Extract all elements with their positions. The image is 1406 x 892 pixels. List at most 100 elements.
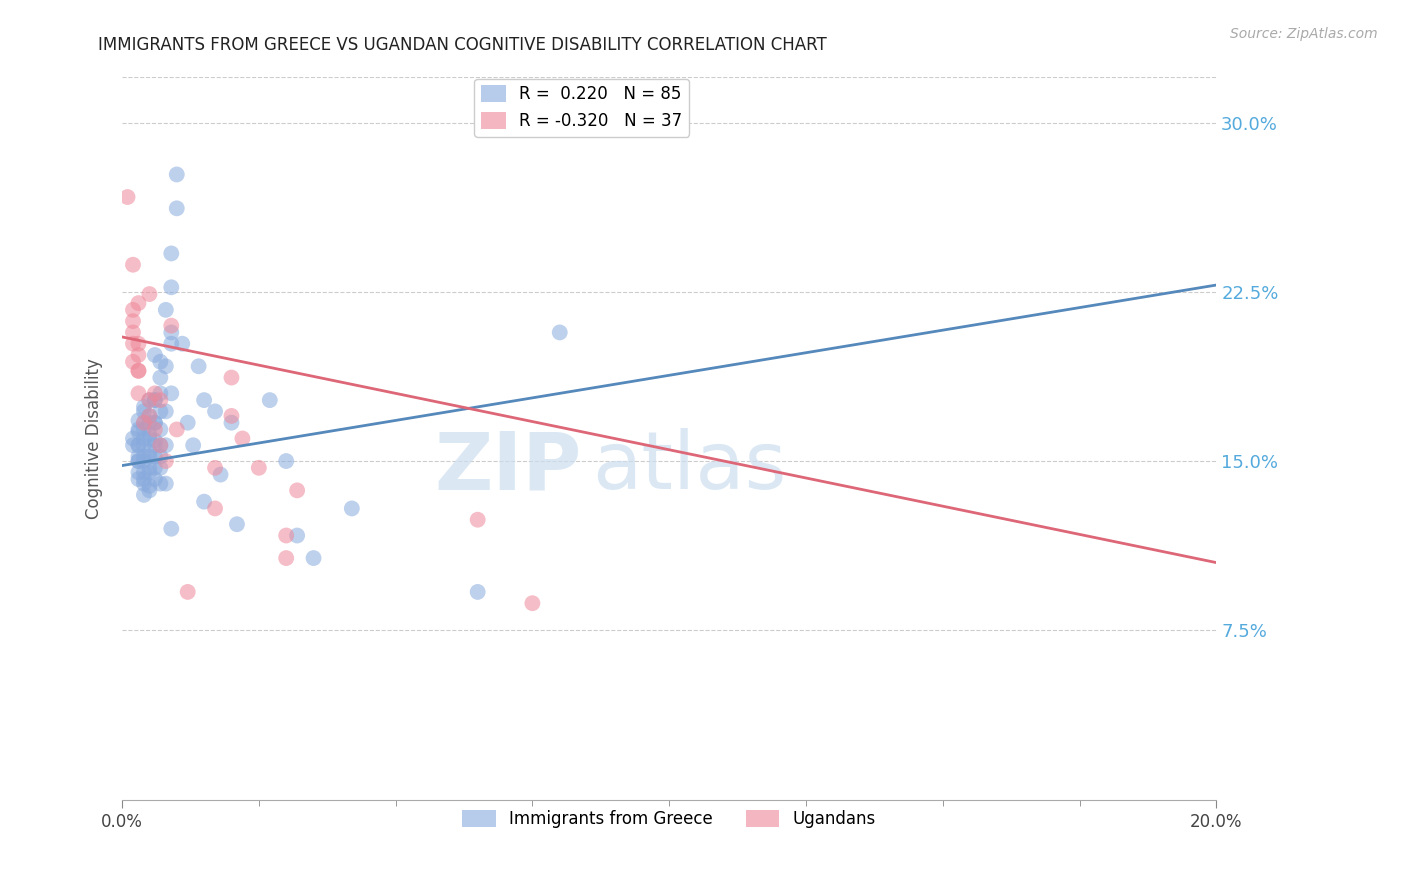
Point xyxy=(143,393,166,408)
Point xyxy=(122,302,145,317)
Point xyxy=(122,432,145,446)
Point xyxy=(138,409,160,423)
Point xyxy=(132,454,155,468)
Point xyxy=(285,483,308,498)
Point xyxy=(138,416,160,430)
Point xyxy=(276,528,298,542)
Point xyxy=(193,494,215,508)
Point xyxy=(166,168,188,182)
Point xyxy=(204,404,226,418)
Point xyxy=(132,432,155,446)
Point xyxy=(177,585,200,599)
Point xyxy=(276,551,298,566)
Point xyxy=(155,404,177,418)
Point xyxy=(127,364,149,378)
Point xyxy=(149,438,172,452)
Point xyxy=(143,386,166,401)
Point xyxy=(221,416,243,430)
Point xyxy=(127,422,149,436)
Point xyxy=(132,438,155,452)
Point xyxy=(155,302,177,317)
Point xyxy=(160,246,183,260)
Point xyxy=(155,454,177,468)
Point xyxy=(166,422,188,436)
Point xyxy=(149,404,172,418)
Point xyxy=(160,336,183,351)
Point xyxy=(149,450,172,464)
Point xyxy=(138,287,160,301)
Point xyxy=(143,438,166,452)
Point xyxy=(127,450,149,464)
Point xyxy=(138,479,160,493)
Point xyxy=(149,476,172,491)
Point xyxy=(155,438,177,452)
Text: ZIP: ZIP xyxy=(434,428,582,507)
Point xyxy=(467,585,489,599)
Point xyxy=(548,326,571,340)
Point xyxy=(122,355,145,369)
Point xyxy=(467,513,489,527)
Point xyxy=(132,416,155,430)
Point xyxy=(138,466,160,480)
Point xyxy=(172,336,194,351)
Point xyxy=(138,445,160,459)
Point xyxy=(285,528,308,542)
Point xyxy=(122,336,145,351)
Point xyxy=(143,472,166,486)
Point xyxy=(160,326,183,340)
Point xyxy=(127,425,149,439)
Point xyxy=(149,460,172,475)
Point xyxy=(181,438,204,452)
Point xyxy=(522,596,544,610)
Point xyxy=(132,476,155,491)
Point xyxy=(143,422,166,436)
Point xyxy=(143,416,166,430)
Point xyxy=(138,393,160,408)
Point xyxy=(143,450,166,464)
Point xyxy=(132,466,155,480)
Point xyxy=(149,386,172,401)
Point xyxy=(127,386,149,401)
Point xyxy=(132,400,155,414)
Y-axis label: Cognitive Disability: Cognitive Disability xyxy=(86,358,103,519)
Legend: Immigrants from Greece, Ugandans: Immigrants from Greece, Ugandans xyxy=(456,803,883,835)
Point xyxy=(221,409,243,423)
Point xyxy=(138,432,160,446)
Point xyxy=(132,404,155,418)
Point xyxy=(149,422,172,436)
Point xyxy=(127,466,149,480)
Point xyxy=(187,359,209,374)
Point xyxy=(143,348,166,362)
Point xyxy=(160,522,183,536)
Point xyxy=(122,438,145,452)
Point xyxy=(127,454,149,468)
Point xyxy=(132,472,155,486)
Point xyxy=(138,460,160,475)
Point xyxy=(149,355,172,369)
Point xyxy=(259,393,281,408)
Point xyxy=(122,326,145,340)
Point xyxy=(122,258,145,272)
Point xyxy=(149,393,172,408)
Point xyxy=(231,432,253,446)
Point xyxy=(127,413,149,427)
Point xyxy=(138,409,160,423)
Point xyxy=(149,438,172,452)
Point xyxy=(209,467,232,482)
Point xyxy=(138,483,160,498)
Point xyxy=(340,501,363,516)
Point xyxy=(276,454,298,468)
Point xyxy=(204,460,226,475)
Point xyxy=(127,438,149,452)
Text: Source: ZipAtlas.com: Source: ZipAtlas.com xyxy=(1230,27,1378,41)
Point xyxy=(166,202,188,216)
Point xyxy=(122,314,145,328)
Point xyxy=(149,370,172,384)
Point xyxy=(138,427,160,442)
Point xyxy=(127,336,149,351)
Point xyxy=(117,190,139,204)
Point xyxy=(138,450,160,464)
Point xyxy=(127,348,149,362)
Point xyxy=(138,393,160,408)
Point xyxy=(247,460,270,475)
